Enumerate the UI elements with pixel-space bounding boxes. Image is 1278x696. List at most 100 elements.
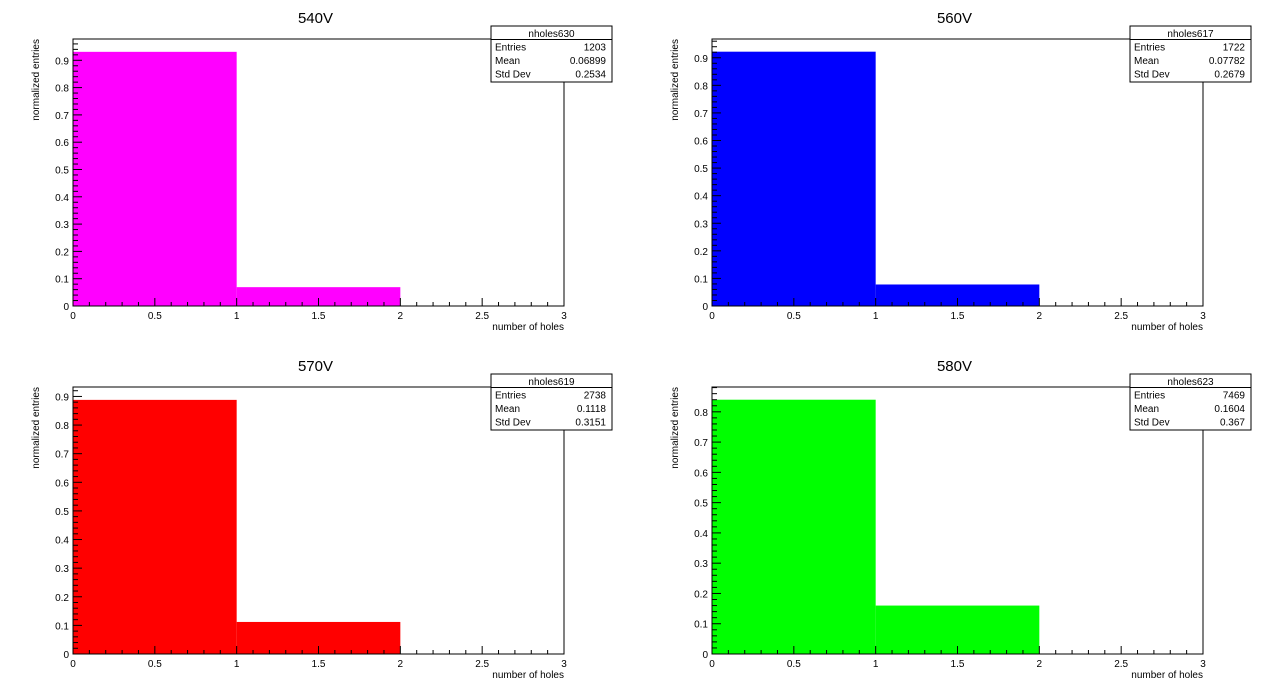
y-tick-label: 0.4 [694,192,708,203]
stats-box [490,373,613,431]
y-axis-label: normalized entries [31,39,42,121]
y-tick-label: 0.3 [694,559,708,570]
stats-row-label: Mean [1134,404,1159,415]
y-axis-label: normalized entries [670,387,681,469]
y-tick-label: 0 [702,302,708,313]
y-tick-label: 0.2 [55,247,69,258]
x-tick-label: 2 [398,311,404,322]
stats-box [1129,25,1252,83]
x-tick-label: 0 [70,659,76,670]
x-tick-label: 0.5 [148,659,162,670]
stats-row-label: Mean [1134,56,1159,67]
stats-box-name: nholes619 [528,377,575,388]
y-tick-label: 0.2 [694,247,708,258]
x-tick-label: 2.5 [1114,659,1128,670]
y-tick-label: 0 [63,302,69,313]
y-tick-label: 0.9 [55,56,69,67]
x-tick-label: 1 [234,659,240,670]
histogram-bar-bin-0 [712,51,876,306]
x-tick-label: 2.5 [1114,311,1128,322]
x-tick-label: 1.5 [312,659,326,670]
x-tick-label: 1.5 [951,311,965,322]
x-tick-label: 2.5 [475,659,489,670]
y-tick-label: 0.9 [55,392,69,403]
stats-row-label: Entries [1134,43,1165,54]
x-tick-label: 2 [1037,659,1043,670]
histogram-bar-bin-1 [236,287,401,306]
y-tick-label: 0 [63,650,69,661]
y-tick-label: 0.8 [55,84,69,95]
y-tick-label: 0.8 [694,408,708,419]
x-tick-label: 1 [873,311,879,322]
stats-row-label: Std Dev [495,70,531,81]
histogram-bar-bin-1 [875,284,1040,306]
stats-row-value: 0.2679 [1214,70,1245,81]
x-tick-label: 1 [234,311,240,322]
y-tick-label: 0.3 [55,564,69,575]
stats-box-name: nholes617 [1167,29,1214,40]
stats-row-label: Std Dev [495,418,531,429]
x-tick-label: 2 [398,659,404,670]
histogram-panel-560v: 0 0.5 1 1.5 2 2.5 3 0 0.1 0.2 0.3 0.4 0.5 0.6 0.7 0.8 0.… [670,10,1252,333]
stats-row-label: Entries [1134,391,1165,402]
y-tick-label: 0.7 [694,109,708,120]
y-tick-label: 0.8 [694,81,708,92]
x-axis-label: number of holes [1131,670,1203,681]
y-tick-label: 0.4 [55,536,69,547]
stats-row-value: 0.2534 [575,70,606,81]
x-tick-label: 0.5 [787,659,801,670]
y-tick-label: 0.4 [694,529,708,540]
x-tick-label: 3 [561,311,567,322]
stats-row-label: Std Dev [1134,418,1170,429]
y-tick-label: 0.1 [694,274,708,285]
x-tick-label: 3 [1200,659,1206,670]
stats-row-label: Mean [495,56,520,67]
stats-row-label: Entries [495,391,526,402]
y-tick-label: 0.5 [55,165,69,176]
x-tick-label: 3 [1200,311,1206,322]
y-tick-label: 0.6 [55,478,69,489]
stats-row-label: Entries [495,43,526,54]
stats-row-value: 0.07782 [1209,56,1246,67]
x-axis-label: number of holes [492,670,564,681]
stats-row-value: 7469 [1223,391,1246,402]
x-tick-label: 0.5 [148,311,162,322]
x-tick-label: 0 [709,311,715,322]
stats-row-value: 0.367 [1220,418,1245,429]
panel-title: 570V [298,358,333,375]
x-tick-label: 0 [709,659,715,670]
stats-row-value: 0.1118 [577,404,607,415]
x-tick-label: 1.5 [312,311,326,322]
y-tick-label: 0.6 [55,138,69,149]
y-tick-label: 0.6 [694,137,708,148]
y-tick-label: 0.5 [694,164,708,175]
histogram-bar-bin-0 [73,51,237,307]
histogram-panel-580v: 0 0.5 1 1.5 2 2.5 3 0 0.1 0.2 0.3 0.4 0.5 0.6 0.7 0.8 nu… [670,358,1252,681]
histogram-panel-540v: 0 0.5 1 1.5 2 2.5 3 0 0.1 0.2 0.3 0.4 0.5 0.6 0.7 0.8 0.… [31,10,613,333]
histogram-bar-bin-0 [73,399,237,654]
x-tick-label: 1 [873,659,879,670]
stats-box [490,25,613,83]
y-tick-label: 0.7 [55,111,69,122]
stats-row-value: 0.3151 [575,418,606,429]
y-tick-label: 0.8 [55,421,69,432]
stats-box-name: nholes630 [528,29,575,40]
y-tick-label: 0.5 [55,507,69,518]
stats-row-value: 0.06899 [570,56,607,67]
y-tick-label: 0.5 [694,499,708,510]
y-axis-label: normalized entries [670,39,681,121]
y-tick-label: 0.9 [694,54,708,65]
x-tick-label: 2 [1037,311,1043,322]
x-tick-label: 3 [561,659,567,670]
x-tick-label: 0.5 [787,311,801,322]
histogram-panel-570v: 0 0.5 1 1.5 2 2.5 3 0 0.1 0.2 0.3 0.4 0.5 0.6 0.7 0.8 0.… [31,358,613,681]
panel-title: 580V [937,358,972,375]
y-tick-label: 0.7 [694,438,708,449]
y-tick-label: 0.3 [694,219,708,230]
stats-row-value: 1203 [584,43,607,54]
y-tick-label: 0.1 [55,275,69,286]
stats-row-value: 2738 [584,391,607,402]
y-tick-label: 0.2 [694,589,708,600]
y-tick-label: 0.6 [694,468,708,479]
